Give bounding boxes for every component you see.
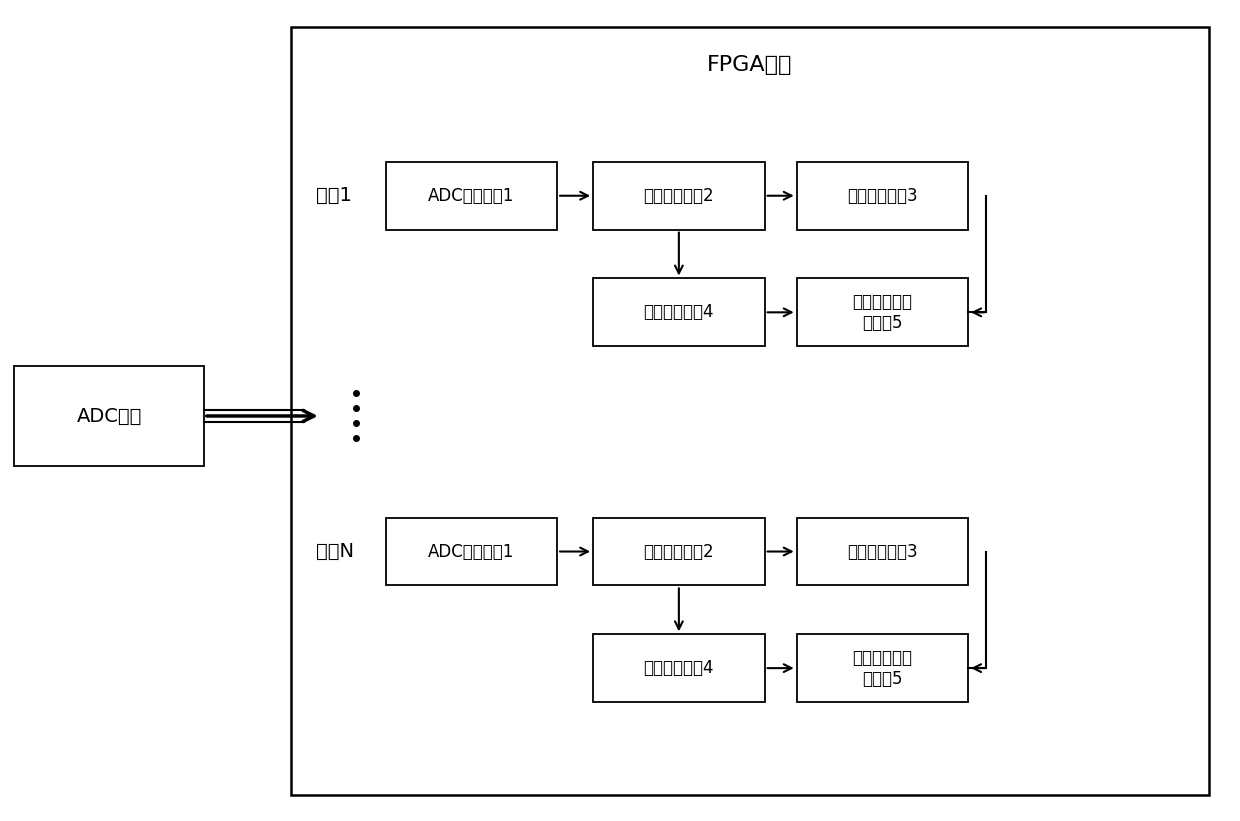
Text: 数据累加模块2: 数据累加模块2 (644, 543, 714, 561)
Text: 光栅定位模块3: 光栅定位模块3 (847, 543, 918, 561)
Bar (796, 517, 968, 585)
Bar (796, 278, 968, 346)
Text: 通道N: 通道N (316, 542, 353, 561)
Text: 数据累加模块2: 数据累加模块2 (644, 186, 714, 204)
Bar (593, 162, 765, 230)
Text: 光谱拼接模块4: 光谱拼接模块4 (644, 303, 714, 321)
Text: 光谱拼接模块4: 光谱拼接模块4 (644, 659, 714, 677)
Text: 光栅解调及发
送模块5: 光栅解调及发 送模块5 (852, 293, 913, 332)
Bar (593, 635, 765, 702)
Bar (796, 162, 968, 230)
Text: FPGA器件: FPGA器件 (707, 55, 792, 76)
Bar (290, 27, 1209, 795)
Text: ADC器件: ADC器件 (77, 406, 141, 425)
Bar (386, 517, 557, 585)
Text: ADC采样模块1: ADC采样模块1 (428, 543, 515, 561)
Bar (15, 366, 203, 466)
Text: 通道1: 通道1 (316, 186, 352, 205)
Text: ADC采样模块1: ADC采样模块1 (428, 186, 515, 204)
Bar (593, 278, 765, 346)
Text: 光栅定位模块3: 光栅定位模块3 (847, 186, 918, 204)
Bar (593, 517, 765, 585)
Bar (796, 635, 968, 702)
Bar (386, 162, 557, 230)
Text: 光栅解调及发
送模块5: 光栅解调及发 送模块5 (852, 649, 913, 687)
